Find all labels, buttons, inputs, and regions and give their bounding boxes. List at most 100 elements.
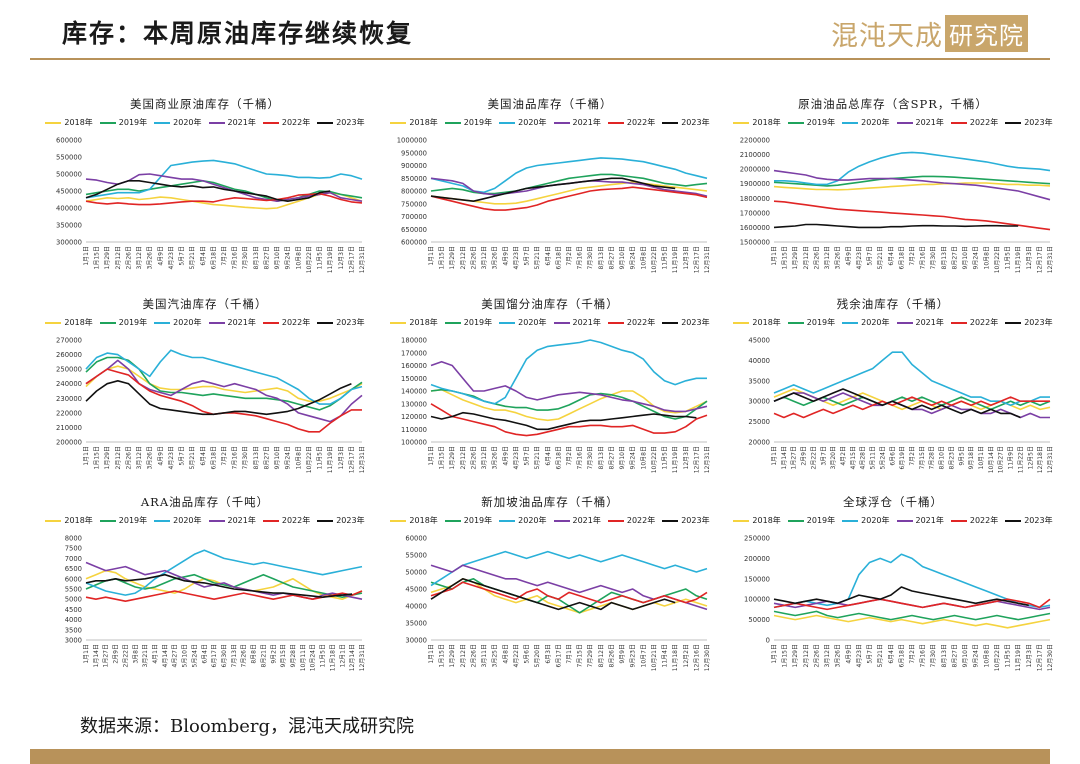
x-tick-label: 2月12日 bbox=[460, 246, 467, 269]
legend-swatch bbox=[733, 121, 750, 124]
x-tick-label: 1月1日 bbox=[83, 446, 90, 466]
x-tick-label: 9月10日 bbox=[619, 446, 626, 469]
legend-item: 2023年 bbox=[317, 515, 365, 526]
series-line bbox=[773, 351, 1050, 407]
x-tick-label: 2月26日 bbox=[470, 644, 477, 667]
x-tick-label: 9月28日 bbox=[290, 644, 297, 667]
x-tick-label: 3月12日 bbox=[136, 446, 143, 469]
x-tick-label: 9月24日 bbox=[630, 446, 637, 469]
legend-label: 2023年 bbox=[1024, 118, 1053, 127]
series-line bbox=[773, 614, 1051, 629]
series-line bbox=[430, 177, 676, 202]
x-tick-label: 10月21日 bbox=[651, 644, 658, 671]
x-tick-label: 3月8日 bbox=[132, 644, 139, 664]
x-tick-label: 8月12日 bbox=[598, 644, 605, 667]
legend-label: 2019年 bbox=[463, 118, 493, 127]
legend-item: 2022年 bbox=[607, 317, 655, 328]
x-tick-label: 3月12日 bbox=[481, 446, 488, 469]
legend-swatch bbox=[553, 121, 570, 124]
series-line bbox=[85, 379, 352, 416]
x-tick-label: 6月18日 bbox=[555, 246, 562, 269]
series-line bbox=[430, 339, 707, 405]
legend-item: 2023年 bbox=[317, 117, 365, 128]
x-tick-label: 9月24日 bbox=[285, 246, 292, 269]
x-tick-label: 10月8日 bbox=[640, 246, 647, 269]
legend-swatch bbox=[733, 519, 750, 522]
y-tick-label: 30000 bbox=[748, 398, 770, 406]
x-tick-label: 11月4日 bbox=[662, 644, 669, 667]
x-tick-label: 11月5日 bbox=[320, 644, 327, 667]
y-tick-label: 230000 bbox=[56, 395, 82, 403]
legend-item: 2018年 bbox=[733, 515, 781, 526]
x-tick-label: 9月24日 bbox=[973, 246, 980, 269]
x-tick-label: 11月9日 bbox=[1008, 446, 1015, 469]
series-line bbox=[774, 151, 1051, 186]
chart-plot: 30000 35000 40000 45000 50000 55000 60000 1月1日 1… bbox=[405, 535, 711, 672]
legend-swatch bbox=[787, 321, 804, 324]
legend-swatch bbox=[208, 121, 225, 124]
x-tick-label: 4月15日 bbox=[850, 446, 857, 469]
x-tick-label: 7月15日 bbox=[919, 446, 926, 469]
y-tick-label: 45000 bbox=[748, 337, 770, 345]
x-tick-label: 9月23日 bbox=[630, 644, 637, 667]
legend-label: 2020年 bbox=[518, 318, 547, 327]
y-tick-label: 35000 bbox=[748, 377, 770, 385]
chart-legend: 2018年 2019年 2020年 2021年 2022年 2023年 bbox=[728, 515, 1058, 526]
legend-label: 2022年 bbox=[281, 118, 311, 127]
series-line bbox=[430, 186, 708, 211]
legend-item: 2019年 bbox=[444, 515, 492, 526]
series-line bbox=[773, 388, 1021, 419]
legend-label: 2023年 bbox=[681, 118, 710, 127]
legend-label: 2019年 bbox=[806, 318, 836, 327]
legend-label: 2018年 bbox=[409, 516, 438, 525]
y-tick-label: 25000 bbox=[748, 418, 770, 426]
x-tick-label: 1月14日 bbox=[93, 644, 100, 667]
x-tick-label: 9月10日 bbox=[619, 246, 626, 269]
x-tick-label: 12月3日 bbox=[683, 446, 690, 469]
y-tick-label: 35000 bbox=[405, 620, 427, 628]
y-tick-label: 600000 bbox=[56, 137, 82, 145]
legend-swatch bbox=[662, 321, 679, 324]
series-line bbox=[85, 159, 363, 199]
legend-swatch bbox=[1005, 321, 1022, 324]
x-tick-label: 7月2日 bbox=[566, 446, 573, 466]
y-tick-label: 50000 bbox=[748, 616, 770, 624]
x-tick-label: 4月9日 bbox=[502, 446, 509, 466]
x-tick-label: 3月7日 bbox=[820, 446, 827, 466]
x-tick-label: 7月30日 bbox=[242, 246, 249, 269]
legend-swatch bbox=[950, 519, 967, 522]
x-tick-label: 1月15日 bbox=[439, 644, 446, 667]
legend-label: 2020年 bbox=[518, 118, 547, 127]
chart-title: 新加坡油品库存（千桶） bbox=[481, 495, 619, 509]
series-line bbox=[85, 573, 363, 598]
series-line bbox=[430, 173, 708, 195]
chart-title: 美国馏分油库存（千桶） bbox=[481, 297, 619, 311]
legend-swatch bbox=[662, 519, 679, 522]
x-tick-label: 4月9日 bbox=[157, 446, 164, 466]
y-tick-label: 270000 bbox=[56, 337, 82, 345]
x-tick-label: 7月16日 bbox=[577, 246, 584, 269]
footer-bar bbox=[30, 749, 1050, 764]
series-line bbox=[773, 586, 1029, 607]
series-line bbox=[85, 549, 363, 596]
x-tick-label: 11月19日 bbox=[1015, 644, 1022, 671]
x-tick-label: 12月31日 bbox=[1047, 246, 1054, 273]
legend-item: 2022年 bbox=[262, 317, 310, 328]
legend-item: 2023年 bbox=[662, 515, 710, 526]
legend-swatch bbox=[950, 121, 967, 124]
legend-label: 2021年 bbox=[572, 318, 601, 327]
legend-item: 2020年 bbox=[499, 515, 547, 526]
chart-plot: 1500000 1600000 1700000 1800000 1900000 20000… bbox=[740, 137, 1054, 274]
legend-swatch bbox=[154, 121, 171, 124]
x-tick-label: 10月8日 bbox=[983, 246, 990, 269]
legend-item: 2021年 bbox=[208, 317, 256, 328]
x-tick-label: 1月29日 bbox=[449, 644, 456, 667]
logo-text: 混沌天成 bbox=[831, 21, 943, 52]
x-tick-label: 10月8日 bbox=[983, 644, 990, 667]
x-tick-label: 1月15日 bbox=[94, 446, 101, 469]
x-tick-label: 8月21日 bbox=[260, 644, 267, 667]
x-tick-label: 1月1日 bbox=[428, 644, 435, 664]
legend-label: 2023年 bbox=[1024, 318, 1053, 327]
y-tick-label: 8000 bbox=[65, 535, 82, 543]
legend-item: 2021年 bbox=[896, 515, 944, 526]
